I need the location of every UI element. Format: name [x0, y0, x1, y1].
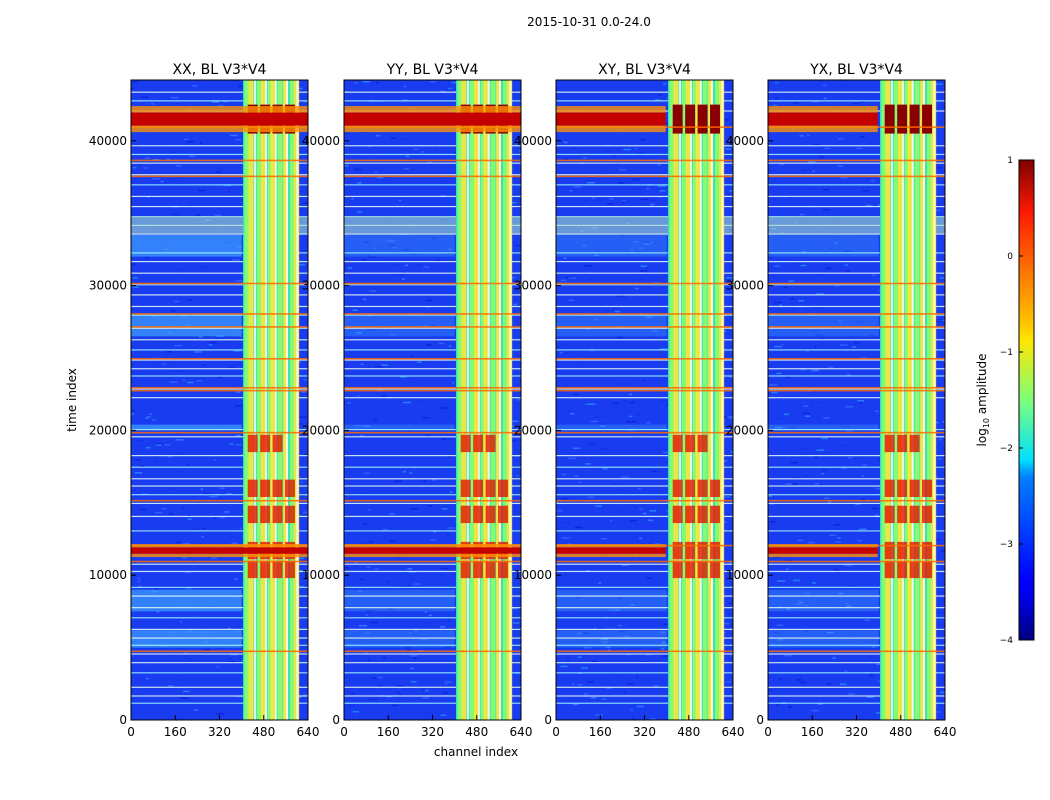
- y-tick-label: 10000: [302, 568, 340, 582]
- flare-line: [131, 547, 308, 554]
- x-tick-label: 0: [764, 725, 772, 739]
- x-tick-label: 640: [510, 725, 533, 739]
- y-tick-label: 10000: [89, 568, 127, 582]
- flare-line: [768, 112, 878, 126]
- panel-2: YY, BL V3*V4 0 160 320 480 640 0 10000 20000 3000…: [302, 62, 533, 739]
- colorbar-tick-label: −1: [1000, 348, 1013, 358]
- x-tick-label: 480: [465, 725, 488, 739]
- y-tick-label: 30000: [89, 279, 127, 293]
- x-tick-label: 640: [722, 725, 745, 739]
- y-tick-label: 40000: [726, 134, 764, 148]
- x-axis-label: channel index: [434, 745, 518, 759]
- y-tick-label: 0: [544, 713, 552, 727]
- panel-3: XY, BL V3*V4 0 160 320 480 640 0 10000 20000 3000…: [514, 62, 745, 739]
- flare-line: [768, 547, 878, 554]
- x-tick-label: 640: [934, 725, 957, 739]
- colorbar-label: log10 amplitude: [975, 354, 991, 447]
- x-tick-label: 160: [164, 725, 187, 739]
- flare-line: [344, 547, 521, 554]
- y-tick-label: 20000: [89, 423, 127, 437]
- y-tick-label: 30000: [514, 279, 552, 293]
- y-tick-label: 40000: [89, 134, 127, 148]
- x-tick-label: 0: [127, 725, 135, 739]
- y-tick-label: 0: [332, 713, 340, 727]
- y-tick-label: 10000: [726, 568, 764, 582]
- colorbar-tick-label: 1: [1007, 156, 1013, 166]
- x-tick-label: 160: [377, 725, 400, 739]
- x-tick-label: 320: [208, 725, 231, 739]
- panel-title: XY, BL V3*V4: [598, 62, 691, 78]
- flare-line: [556, 112, 666, 126]
- y-tick-label: 30000: [726, 279, 764, 293]
- y-axis-label: time index: [65, 368, 79, 432]
- y-tick-label: 10000: [514, 568, 552, 582]
- colorbar-tick-label: −3: [1000, 540, 1013, 550]
- x-tick-label: 160: [801, 725, 824, 739]
- panel-4: YX, BL V3*V4 0 160 320 480 640 0 10000 20000 3000…: [726, 62, 957, 739]
- y-tick-label: 20000: [302, 423, 340, 437]
- y-tick-label: 40000: [514, 134, 552, 148]
- x-tick-label: 480: [889, 725, 912, 739]
- x-tick-label: 640: [297, 725, 320, 739]
- flare-line: [344, 112, 521, 126]
- y-tick-label: 0: [756, 713, 764, 727]
- x-tick-label: 0: [552, 725, 560, 739]
- y-tick-label: 20000: [514, 423, 552, 437]
- x-tick-label: 480: [252, 725, 275, 739]
- y-tick-label: 40000: [302, 134, 340, 148]
- y-tick-label: 0: [119, 713, 127, 727]
- x-tick-label: 320: [845, 725, 868, 739]
- flare-line: [131, 112, 308, 126]
- x-tick-label: 320: [633, 725, 656, 739]
- colorbar: 1 0 −1 −2 −3 −4 log10 amplitude: [975, 156, 1035, 646]
- panel-1: XX, BL V3*V4 0 160 320 480 640 0 10000 20000 3000…: [89, 62, 320, 739]
- colorbar-gradient: [1018, 159, 1035, 641]
- panel-title: YY, BL V3*V4: [386, 62, 479, 78]
- colorbar-tick-label: −4: [1000, 636, 1014, 646]
- colorbar-tick-label: −2: [1000, 444, 1013, 454]
- x-tick-label: 320: [421, 725, 444, 739]
- y-tick-label: 20000: [726, 423, 764, 437]
- flare-line: [556, 547, 666, 554]
- figure-suptitle: 2015-10-31 0.0-24.0: [527, 15, 651, 29]
- panel-title: XX, BL V3*V4: [173, 62, 267, 78]
- x-tick-label: 480: [677, 725, 700, 739]
- colorbar-tick-label: 0: [1007, 252, 1013, 262]
- x-tick-label: 0: [340, 725, 348, 739]
- y-tick-label: 30000: [302, 279, 340, 293]
- x-tick-label: 160: [589, 725, 612, 739]
- panel-title: YX, BL V3*V4: [809, 62, 903, 78]
